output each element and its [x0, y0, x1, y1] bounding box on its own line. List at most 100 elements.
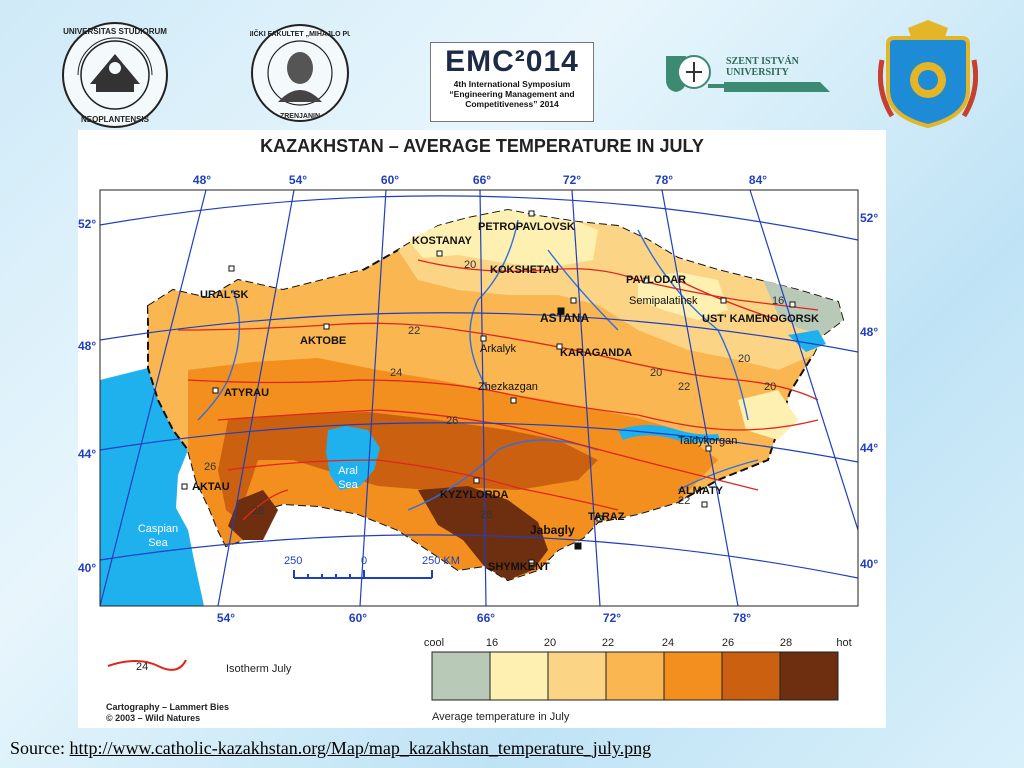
legend-label: 22: [602, 637, 614, 649]
city-label: ALMATY: [678, 485, 724, 497]
lon-label-bottom: 60°: [349, 611, 367, 625]
city-label: Jabagly: [530, 523, 575, 537]
coat-of-arms-icon: [878, 20, 978, 129]
temperature-map: KAZAKHSTAN – AVERAGE TEMPERATURE IN JULY: [78, 130, 886, 728]
legend-label: 24: [662, 637, 674, 649]
svg-text:ZRENJANIN: ZRENJANIN: [280, 113, 320, 120]
scale-bar: 250 0 250 KM: [284, 555, 460, 579]
lon-label-bottom: 66°: [477, 611, 495, 625]
lon-label-top: 78°: [655, 173, 673, 187]
emc-line-1: 4th International Symposium: [453, 79, 571, 89]
lat-label-left: 40°: [78, 561, 96, 575]
aral-sea-shape: [326, 426, 380, 490]
legend-swatch: [605, 651, 665, 701]
isotherm-label: 16: [772, 295, 784, 307]
szent-istvan-emblem-icon: [666, 55, 724, 92]
emc-line-3: Competitiveness” 2014: [465, 99, 559, 109]
city-label: KOKSHETAU: [490, 264, 559, 276]
city-label: AKTOBE: [300, 335, 346, 347]
city-label: SHYMKENT: [488, 561, 550, 573]
lat-label-right: 44°: [860, 441, 878, 455]
city-label: KOSTANAY: [412, 235, 473, 247]
city-label: UST' KAMENOGORSK: [702, 313, 819, 325]
legend-label: hot: [836, 637, 851, 649]
logo-row: UNIVERSITAS STUDIORUM NEOPLANTENSIS TEHN…: [0, 0, 1024, 130]
water-label: Aral: [338, 465, 358, 477]
lat-label-left: 44°: [78, 447, 96, 461]
source-link[interactable]: http://www.catholic-kazakhstan.org/Map/m…: [69, 738, 652, 758]
isotherm-sample-value: 24: [136, 661, 148, 673]
scale-label-left: 250: [284, 555, 302, 567]
city-label: Taldykorgan: [678, 435, 737, 447]
isotherm-label: 26: [204, 461, 216, 473]
isotherm-label: 22: [678, 495, 690, 507]
city-label: TARAZ: [588, 511, 625, 523]
scale-label-right: 250 KM: [422, 555, 460, 567]
legend: cool 16 20 22 24 26 28 hot Average tempe…: [107, 637, 852, 723]
svg-text:NEOPLANTENSIS: NEOPLANTENSIS: [81, 115, 150, 124]
water-label: Sea: [338, 479, 358, 491]
credit-line-1: Cartography – Lammert Bies: [106, 702, 229, 712]
lon-label-top: 84°: [749, 173, 767, 187]
isotherm-label: 20: [738, 353, 750, 365]
city-label: Zhezkazgan: [478, 381, 538, 393]
lat-label-right: 52°: [860, 211, 878, 225]
legend-swatch: [547, 651, 607, 701]
szent-istvan-line-1: SZENT ISTVÁN: [726, 56, 799, 67]
lat-label-right: 40°: [860, 557, 878, 571]
faculty-pupin-seal: TEHNIČKI FAKULTET „MIHAJLO PUPIN“ ZRENJA…: [250, 24, 350, 122]
lon-label-bottom: 72°: [603, 611, 621, 625]
city-label: PETROPAVLOVSK: [478, 221, 575, 233]
isotherm-label: 20: [464, 259, 476, 271]
isotherm-label: 28: [480, 509, 492, 521]
lat-label-left: 52°: [78, 217, 96, 231]
legend-label: 28: [780, 637, 792, 649]
lon-label-top: 54°: [289, 173, 307, 187]
city-label: Arkalyk: [480, 343, 517, 355]
legend-label: 16: [486, 637, 498, 649]
legend-caption: Average temperature in July: [432, 711, 570, 723]
lat-label-right: 48°: [860, 325, 878, 339]
lon-label-top: 60°: [381, 173, 399, 187]
city-label: URAL'SK: [200, 289, 249, 301]
lon-label-top: 72°: [563, 173, 581, 187]
city-label: PAVLODAR: [626, 274, 686, 286]
lon-label-bottom: 54°: [217, 611, 235, 625]
isotherm-legend-label: Isotherm July: [226, 663, 292, 675]
emc-title: EMC²014: [445, 45, 579, 78]
isotherm-label: 28: [252, 505, 264, 517]
legend-swatch: [721, 651, 781, 701]
emc-line-2: “Engineering Management and: [449, 89, 575, 99]
university-novi-sad-seal: UNIVERSITAS STUDIORUM NEOPLANTENSIS: [62, 22, 168, 128]
legend-label: 26: [722, 637, 734, 649]
map-canvas: KAZAKHSTAN – AVERAGE TEMPERATURE IN JULY: [78, 136, 878, 723]
legend-label: 20: [544, 637, 556, 649]
map-title: KAZAKHSTAN – AVERAGE TEMPERATURE IN JULY: [260, 136, 704, 156]
city-label: Semipalatinsk: [629, 295, 698, 307]
szent-istvan-line-2: UNIVERSITY: [726, 67, 789, 78]
legend-swatch: [779, 651, 839, 701]
source-line: Source: http://www.catholic-kazakhstan.o…: [10, 738, 651, 759]
city-label: KARAGANDA: [560, 347, 632, 359]
lon-label-top: 48°: [193, 173, 211, 187]
isotherm-sample-line: [107, 659, 187, 671]
svg-text:UNIVERSITAS STUDIORUM: UNIVERSITAS STUDIORUM: [63, 27, 167, 36]
isotherm-label: 24: [390, 367, 402, 379]
isotherm-label: 26: [446, 415, 458, 427]
szent-istvan-logo: SZENT ISTVÁN UNIVERSITY: [664, 50, 834, 100]
isotherm-label: 22: [678, 381, 690, 393]
isotherm-label: 20: [650, 367, 662, 379]
water-label: Sea: [148, 537, 168, 549]
lat-label-left: 48°: [78, 339, 96, 353]
source-label: Source:: [10, 738, 70, 758]
isotherm-label: 22: [408, 325, 420, 337]
legend-swatch: [663, 651, 723, 701]
legend-swatch: [489, 651, 549, 701]
legend-label: cool: [424, 637, 444, 649]
svg-text:TEHNIČKI FAKULTET „MIHAJLO PUP: TEHNIČKI FAKULTET „MIHAJLO PUPIN“: [250, 29, 350, 38]
credit-line-2: © 2003 – Wild Natures: [106, 713, 200, 723]
city-label: ATYRAU: [224, 387, 269, 399]
water-label: Caspian: [138, 523, 178, 535]
city-label: AKTAU: [192, 481, 230, 493]
isotherm-label: 20: [764, 381, 776, 393]
